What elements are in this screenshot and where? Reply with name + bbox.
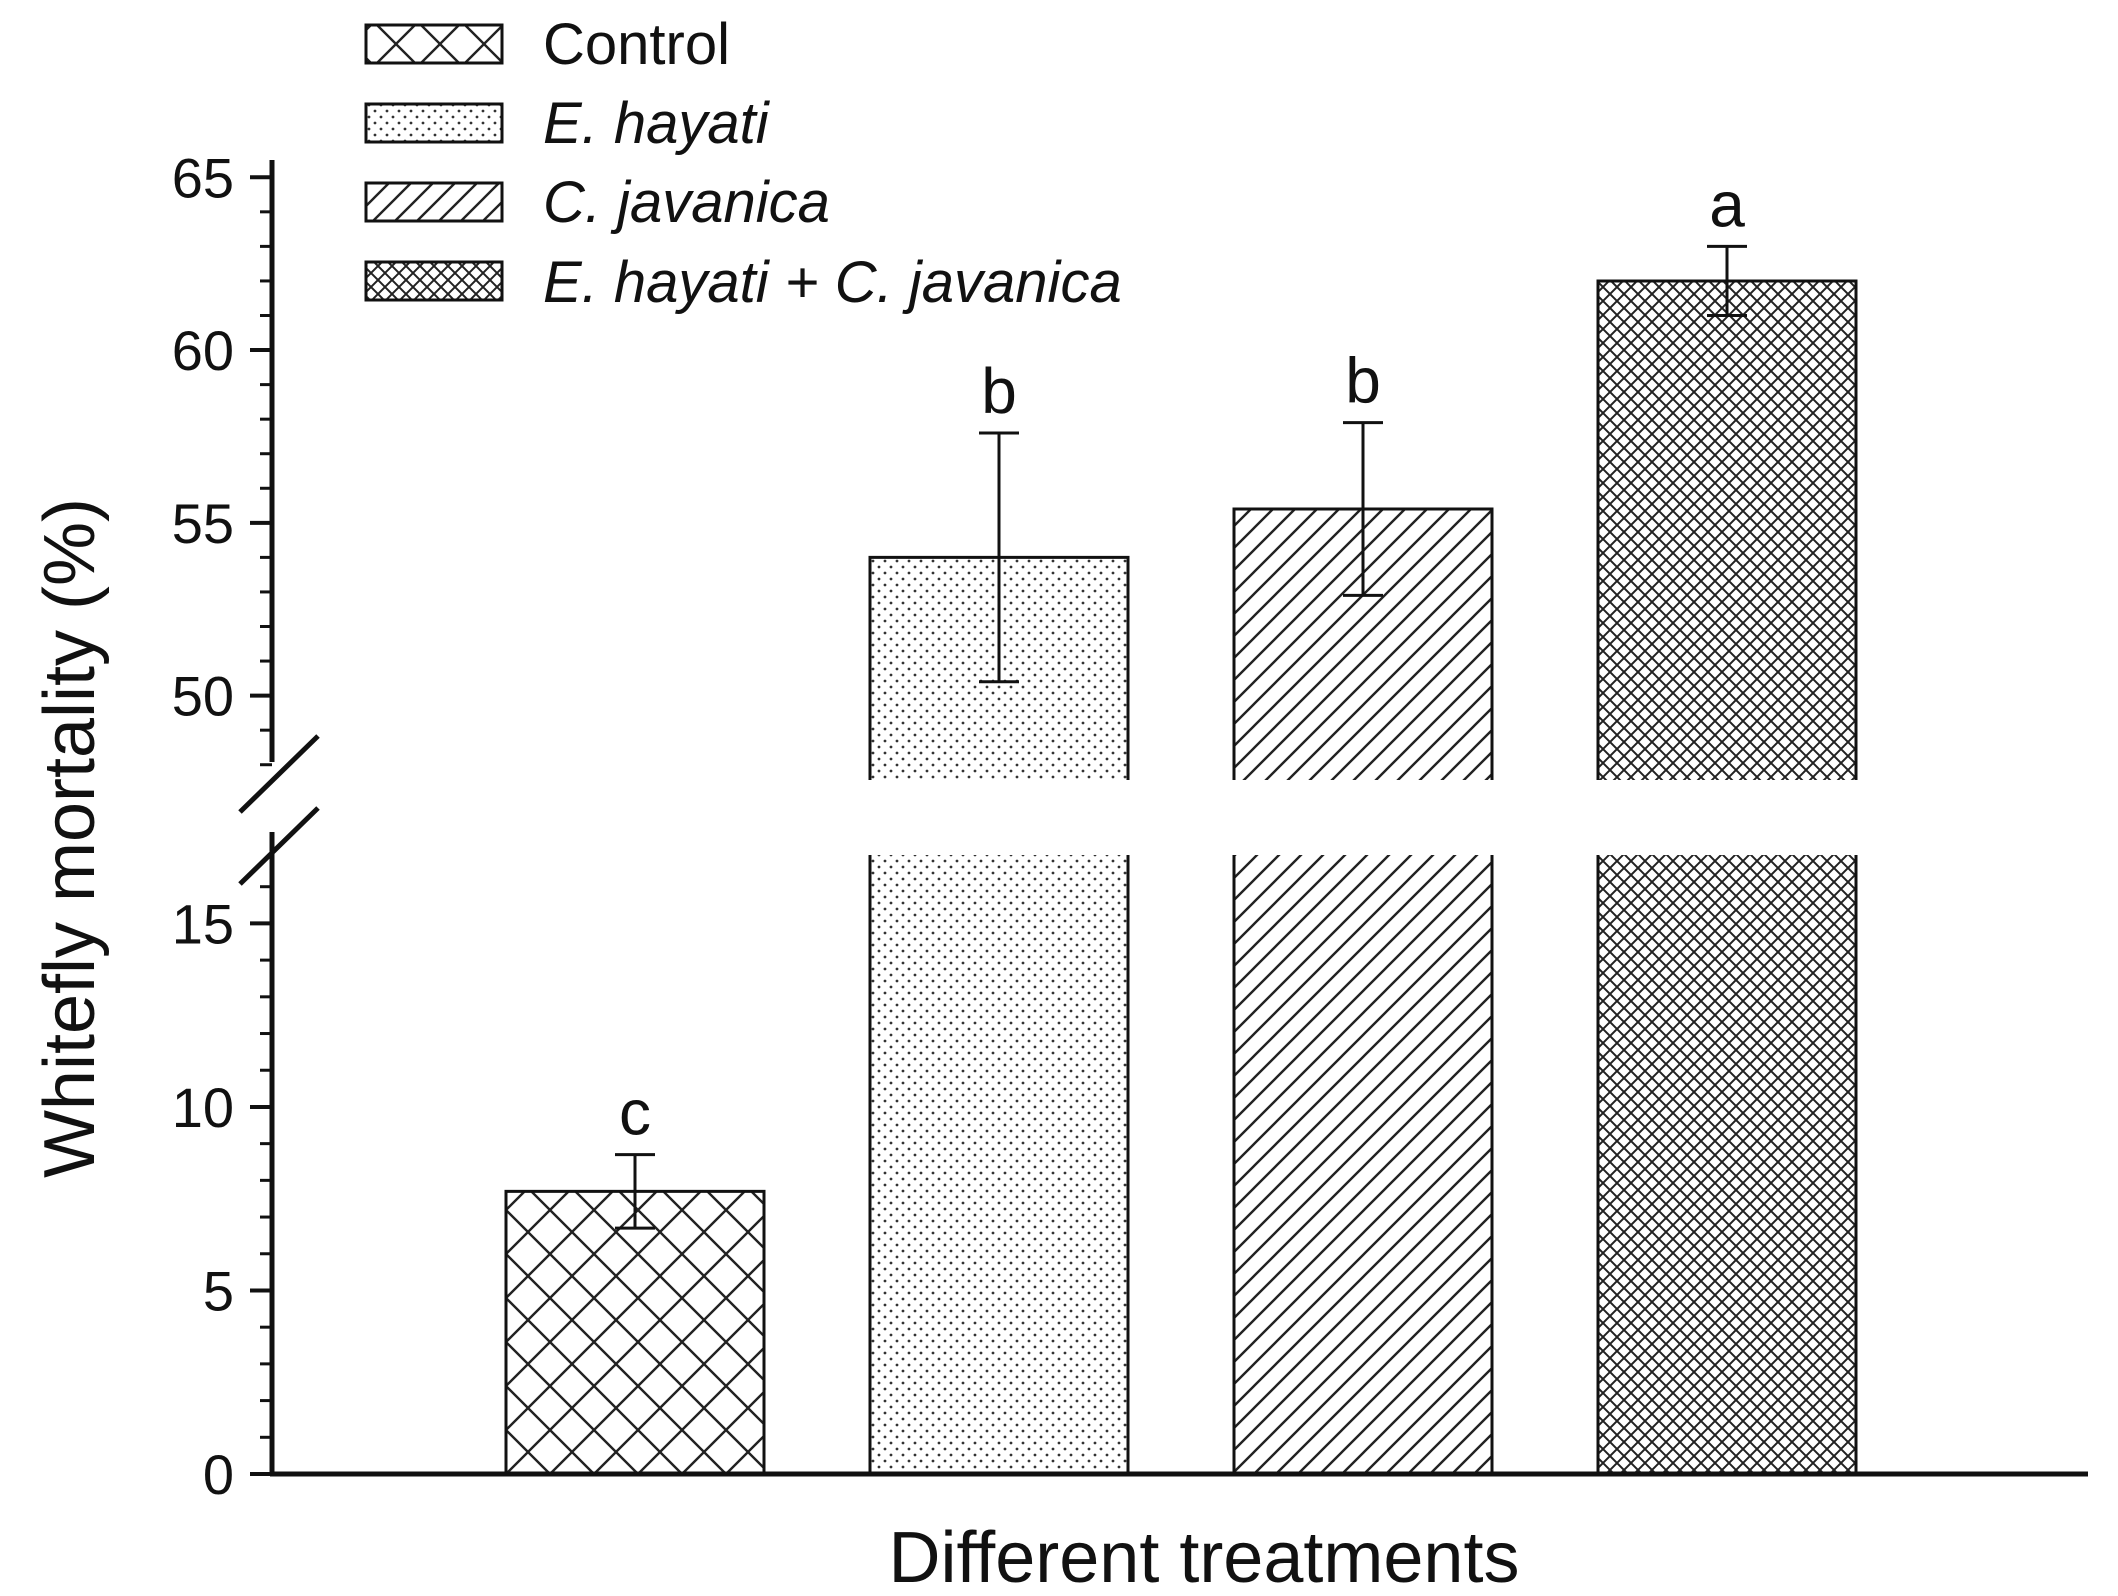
y-tick-label-0: 0 xyxy=(203,1443,234,1506)
bar-lower-fill-4 xyxy=(1598,855,1856,1474)
legend-swatch-combined xyxy=(364,260,504,302)
significance-letter-1: c xyxy=(619,1077,651,1149)
significance-letter-4: a xyxy=(1709,168,1745,240)
x-axis-title: Different treatments xyxy=(889,1518,1520,1596)
bar-2: b xyxy=(868,355,1130,1474)
legend-item-control: Control xyxy=(364,12,730,77)
bar-lower-edges-3 xyxy=(1232,855,1494,1474)
legend: Control E. hayati C. javanica E. hayati … xyxy=(364,12,1122,315)
bar-lower-fill-2 xyxy=(870,855,1128,1474)
y-tick-label-60: 60 xyxy=(172,319,234,382)
bar-lower-edges-4 xyxy=(1596,855,1858,1474)
y-tick-label-65: 65 xyxy=(172,146,234,209)
y-ticks-group: 0 5 10 15 50 55 60 65 xyxy=(172,146,272,1506)
legend-swatch-control xyxy=(364,23,504,65)
legend-swatch-e-hayati xyxy=(364,102,504,144)
y-tick-label-50: 50 xyxy=(172,665,234,728)
legend-label-c-javanica: C. javanica xyxy=(543,170,830,235)
bar-lower-fill-3 xyxy=(1234,855,1492,1474)
y-tick-label-5: 5 xyxy=(203,1259,234,1322)
bar-4: a xyxy=(1596,168,1858,1474)
significance-letter-2: b xyxy=(981,355,1017,427)
y-tick-label-10: 10 xyxy=(172,1076,234,1139)
legend-label-control: Control xyxy=(543,12,730,77)
legend-label-combined: E. hayati + C. javanica xyxy=(543,250,1122,315)
bar-upper-fill-4 xyxy=(1598,280,1856,780)
bar-1: c xyxy=(504,1077,766,1476)
legend-item-c-javanica: C. javanica xyxy=(364,170,830,235)
bars-group: c b b a xyxy=(504,168,1858,1476)
bar-lower-edges-2 xyxy=(868,855,1130,1474)
bar-rect-1 xyxy=(504,1189,766,1476)
axis-break-mark-upper xyxy=(238,734,320,814)
y-tick-label-15: 15 xyxy=(172,892,234,955)
legend-item-combined: E. hayati + C. javanica xyxy=(364,250,1122,315)
legend-swatch-c-javanica xyxy=(364,181,504,223)
legend-label-e-hayati: E. hayati xyxy=(543,91,771,156)
legend-item-e-hayati: E. hayati xyxy=(364,91,771,156)
y-axis: 0 5 10 15 50 55 60 65 xyxy=(172,146,320,1506)
y-tick-label-55: 55 xyxy=(172,492,234,555)
y-axis-title: Whitefly mortality (%) xyxy=(30,498,110,1178)
significance-letter-3: b xyxy=(1345,345,1381,417)
bar-3: b xyxy=(1232,345,1494,1474)
axis-break-mark-lower xyxy=(238,806,320,886)
